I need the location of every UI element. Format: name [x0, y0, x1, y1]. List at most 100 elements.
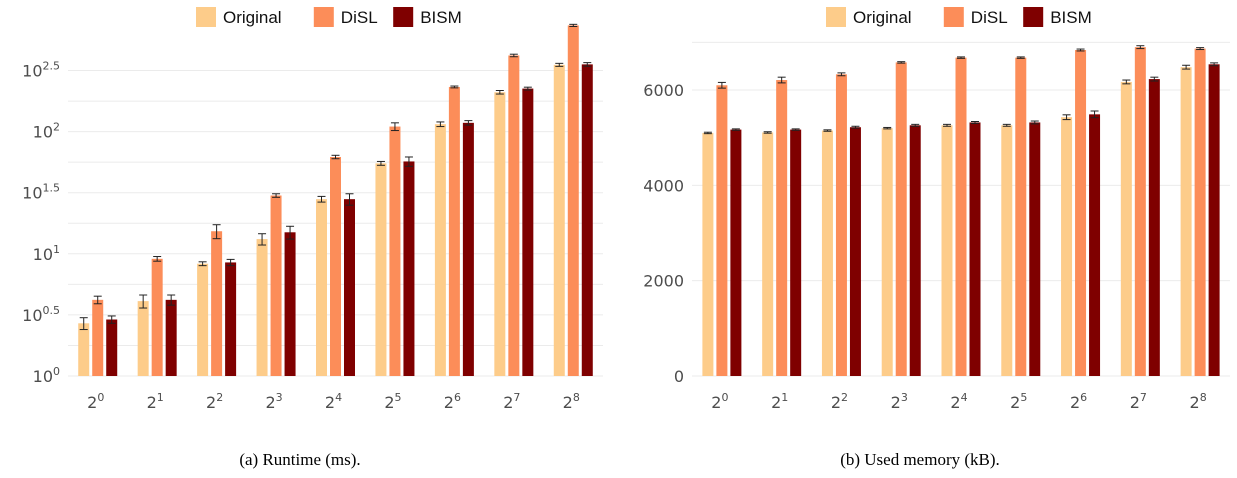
- y-tick-label: 101.5: [22, 182, 60, 203]
- y-tick-label: 101: [33, 243, 60, 264]
- bar-disl: [955, 57, 967, 377]
- error-bar: [883, 126, 892, 130]
- error-bar: [1182, 64, 1191, 70]
- bar-disl: [1015, 57, 1027, 377]
- bar-disl: [508, 55, 520, 376]
- bar-bism: [462, 122, 474, 377]
- x-tick-label: 20: [711, 391, 728, 412]
- x-tick-label: 28: [563, 391, 580, 412]
- error-bar: [153, 256, 162, 262]
- y-tick-label: 102.5: [22, 60, 60, 81]
- legend-label-disl: DiSL: [971, 8, 1008, 27]
- error-bar: [1016, 56, 1025, 59]
- bar-disl: [567, 25, 579, 376]
- caption-memory: (b) Used memory (kB).: [840, 450, 1000, 469]
- error-bar: [139, 294, 148, 309]
- bar-original: [1180, 67, 1192, 376]
- bar-bism: [1029, 122, 1041, 376]
- bar-original: [702, 132, 714, 376]
- bar-disl: [270, 195, 282, 376]
- error-bar: [911, 123, 920, 127]
- bar-original: [762, 132, 774, 376]
- memory-chart: 0 2000 4000 6000 20 21 22 23 24 25 26 27 28 Original D…: [643, 7, 1230, 412]
- error-bar: [823, 129, 832, 132]
- error-bar: [1136, 45, 1145, 50]
- error-bar: [583, 62, 592, 67]
- bar-bism: [849, 127, 861, 377]
- error-bar: [1210, 62, 1219, 67]
- legend-swatch-original: [196, 7, 216, 27]
- error-bar: [1002, 123, 1011, 127]
- y-tick-label: 4000: [643, 176, 684, 195]
- error-bar: [464, 120, 473, 126]
- x-tick-label: 21: [771, 391, 788, 412]
- bar-disl: [92, 299, 104, 376]
- bar-bism: [969, 122, 981, 376]
- bar-disl: [151, 258, 163, 376]
- error-bar: [286, 225, 295, 240]
- error-bar: [791, 128, 800, 131]
- x-tick-label: 24: [950, 391, 967, 412]
- error-bar: [212, 224, 221, 240]
- error-bar: [436, 121, 445, 128]
- legend-swatch-bism: [1023, 7, 1044, 27]
- legend-swatch-disl: [943, 7, 964, 27]
- y-tick-label: 100.5: [22, 304, 60, 325]
- error-bar: [450, 85, 459, 89]
- bar-disl: [716, 85, 728, 376]
- error-bar: [971, 120, 979, 124]
- bar-bism: [225, 262, 237, 376]
- bar-original: [881, 128, 893, 376]
- error-bar: [1030, 120, 1039, 125]
- error-bar: [1122, 79, 1131, 85]
- legend-label-original: Original: [223, 8, 282, 27]
- error-bar: [851, 125, 860, 129]
- bar-disl: [835, 74, 847, 377]
- bar-original: [1001, 125, 1013, 376]
- error-bar: [1076, 48, 1085, 52]
- error-bar: [390, 122, 399, 132]
- error-bar: [79, 317, 88, 331]
- x-tick-label: 27: [1130, 391, 1147, 412]
- x-tick-label: 22: [206, 391, 223, 412]
- caption-runtime: (a) Runtime (ms).: [239, 450, 360, 469]
- error-bar: [957, 56, 965, 59]
- bar-original: [941, 125, 953, 376]
- bar-original: [256, 239, 268, 376]
- error-bar: [345, 193, 354, 206]
- y-tick-label: 0: [674, 367, 684, 386]
- bar-original: [137, 301, 149, 376]
- bar-original: [434, 124, 446, 376]
- bar-disl: [448, 86, 460, 376]
- x-tick-label: 23: [265, 391, 282, 412]
- bar-bism: [403, 161, 415, 376]
- bar-original: [375, 163, 387, 376]
- bar-bism: [522, 88, 534, 377]
- bar-bism: [106, 319, 118, 376]
- bar-original: [1120, 81, 1132, 376]
- error-bar: [317, 195, 326, 203]
- error-bar: [1062, 114, 1071, 121]
- x-tick-label: 25: [1010, 391, 1027, 412]
- legend-swatch-bism: [393, 7, 414, 27]
- error-bar: [717, 81, 726, 89]
- bar-disl: [389, 126, 401, 376]
- legend-label-bism: BISM: [420, 8, 462, 27]
- x-tick-label: 20: [87, 391, 104, 412]
- bar-bism: [730, 129, 742, 376]
- error-bar: [731, 128, 740, 131]
- legend-swatch-disl: [313, 7, 334, 27]
- bar-disl: [330, 156, 341, 376]
- error-bar: [376, 160, 385, 166]
- legend-swatch-original: [826, 7, 846, 27]
- error-bar: [1090, 110, 1099, 119]
- error-bar: [331, 154, 340, 160]
- bar-bism: [909, 125, 921, 376]
- error-bar: [167, 294, 176, 306]
- x-tick-label: 22: [831, 391, 848, 412]
- y-tick-label: 6000: [643, 81, 684, 100]
- error-bar: [777, 76, 786, 84]
- x-tick-label: 27: [503, 391, 520, 412]
- error-bar: [523, 86, 532, 91]
- error-bar: [509, 53, 518, 58]
